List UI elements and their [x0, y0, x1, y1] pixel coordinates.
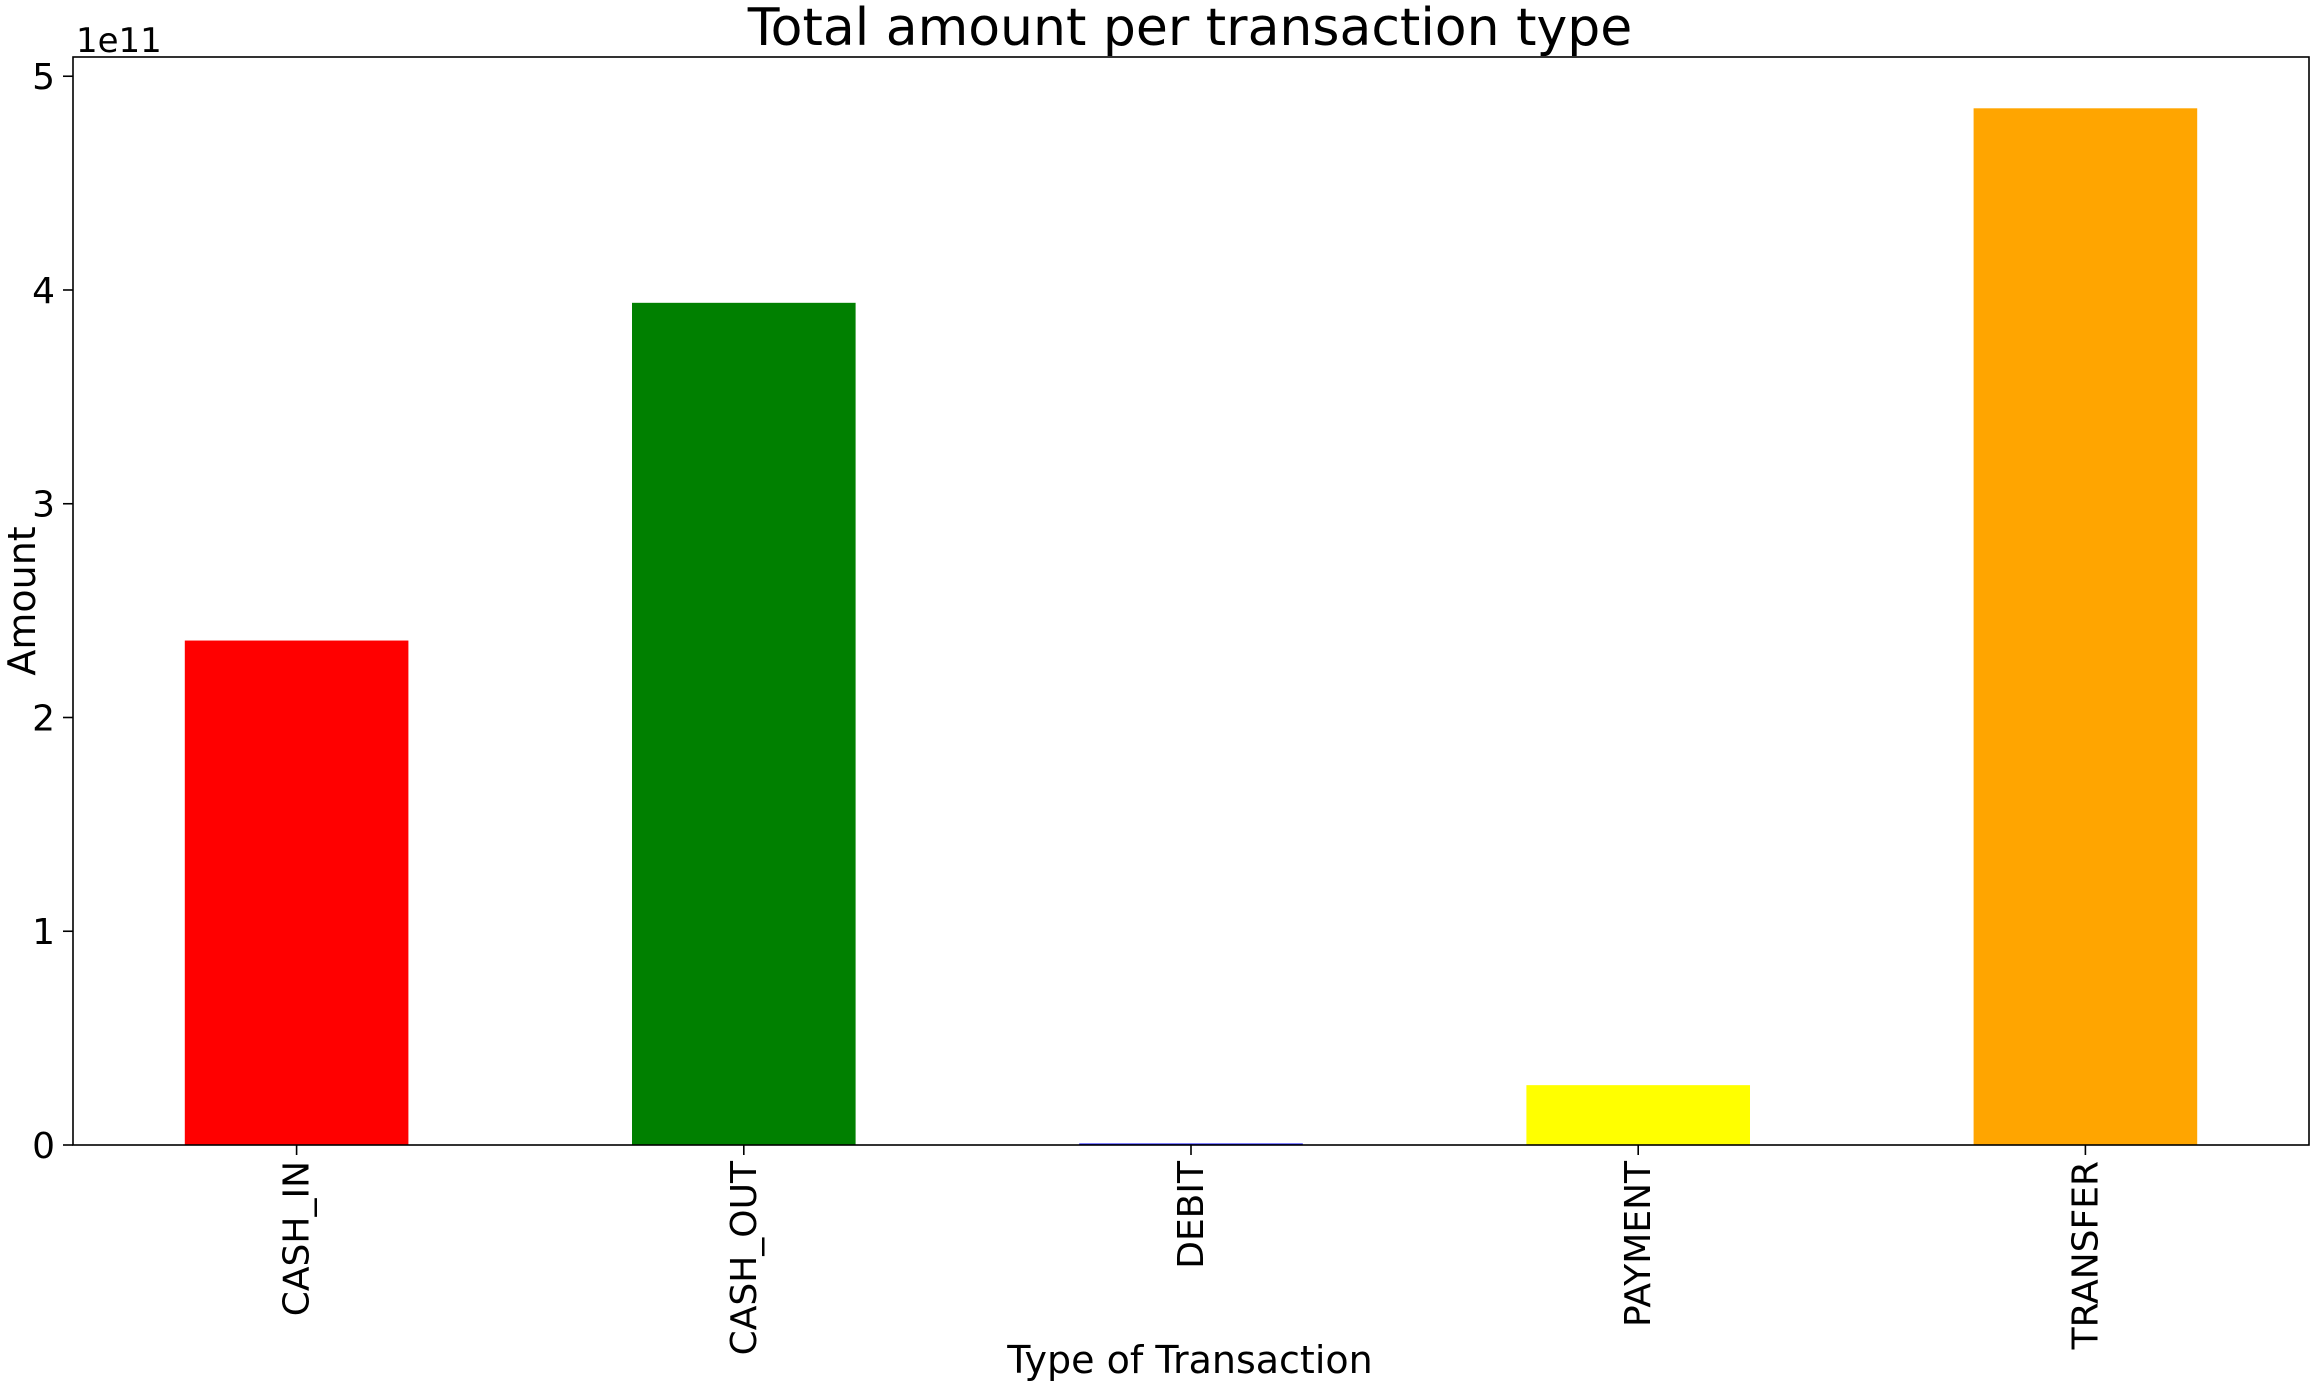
bar-transfer: [1973, 108, 2198, 1146]
y-tick-label: 4: [32, 271, 55, 312]
bar-cash-out: [632, 302, 856, 1146]
bar-payment: [1526, 1085, 1750, 1145]
x-tick-label-cash-in: CASH_IN: [277, 1161, 318, 1316]
plot-frame: [72, 56, 2310, 1146]
y-tick-label: 1: [32, 912, 55, 953]
y-axis-offset-label: 1e11: [76, 21, 162, 61]
y-tick-label: 3: [32, 485, 55, 526]
y-axis-ticks: 0 1 2 3 4 5: [32, 57, 73, 1167]
x-tick-label-cash-out: CASH_OUT: [724, 1160, 765, 1355]
y-tick-label: 0: [32, 1126, 55, 1167]
x-tick-label-payment: PAYMENT: [1618, 1160, 1659, 1327]
y-axis-label: Amount: [0, 526, 44, 675]
bar-cash-in: [184, 640, 409, 1145]
y-tick-label: 5: [32, 57, 55, 98]
x-tick-label-transfer: TRANSFER: [2065, 1161, 2106, 1350]
bars-group: [184, 108, 2198, 1146]
x-tick-label-debit: DEBIT: [1171, 1160, 1212, 1269]
chart-title: Total amount per transaction type: [747, 0, 1632, 58]
x-axis-label: Type of Transaction: [1006, 1338, 1372, 1382]
x-axis-ticks: CASH_IN CASH_OUT DEBIT PAYMENT TRANSFER: [277, 1145, 2106, 1355]
y-tick-label: 2: [32, 698, 55, 739]
